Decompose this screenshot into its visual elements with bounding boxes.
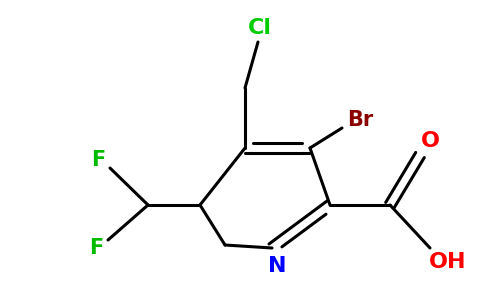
Text: OH: OH [429,252,467,272]
Text: F: F [89,238,103,258]
Text: O: O [421,131,439,151]
Text: N: N [268,256,286,276]
Text: F: F [91,150,105,170]
Text: Br: Br [347,110,373,130]
Text: Cl: Cl [248,18,272,38]
